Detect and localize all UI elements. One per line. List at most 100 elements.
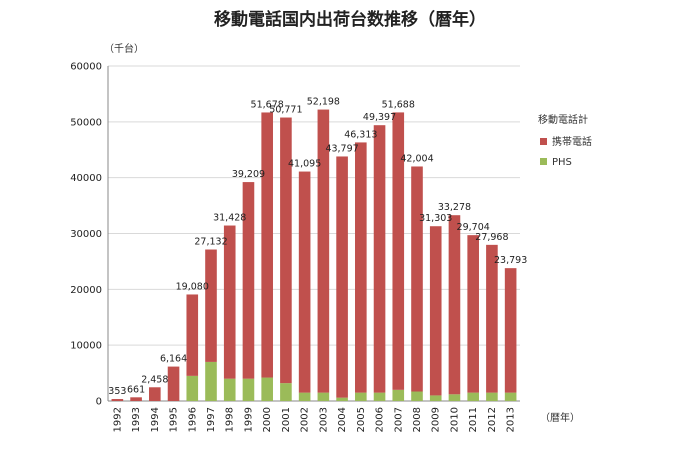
data-label-1995: 6,164 (160, 354, 187, 365)
y-tick-label: 50000 (70, 117, 102, 128)
bar-phs-1996 (186, 375, 199, 401)
x-tick-label-2012: 2012 (487, 407, 498, 432)
bar-phs-1997 (205, 361, 217, 401)
x-tick-layer: 1992 1993 1994 1995 1996 1997 1998 1999 2000 2001… (112, 407, 516, 432)
data-label-2008: 42,004 (400, 153, 433, 164)
data-label-2001: 50,771 (269, 105, 302, 116)
bar-mobile-1998 (223, 225, 236, 379)
legend-title: 移動電話計 (538, 113, 588, 126)
x-tick-label-2003: 2003 (318, 407, 329, 432)
bar-mobile-2012 (486, 244, 498, 393)
data-label-1992: 353 (108, 386, 126, 397)
y-tick-label: 0 (96, 397, 102, 408)
data-label-1996: 19,080 (176, 281, 209, 292)
data-label-2007: 51,688 (382, 99, 415, 110)
x-tick-label-2008: 2008 (412, 407, 423, 432)
x-tick-label-1994: 1994 (150, 407, 161, 432)
bar-phs-2013 (504, 392, 517, 401)
bar-phs-2001 (280, 383, 292, 401)
data-label-1999: 39,209 (232, 169, 265, 180)
y-tick-label: 60000 (70, 62, 102, 73)
bar-mobile-1992 (111, 399, 124, 401)
bar-mobile-1997 (205, 249, 217, 362)
x-tick-label-2002: 2002 (300, 407, 311, 432)
data-label-2010: 33,278 (438, 202, 471, 213)
bar-mobile-2013 (504, 268, 517, 393)
data-label-1994: 2,458 (141, 374, 168, 385)
x-tick-label-1999: 1999 (243, 407, 254, 432)
bar-mobile-2010 (448, 215, 461, 395)
bar-mobile-2003 (317, 109, 330, 393)
x-tick-label-2006: 2006 (375, 407, 386, 432)
data-label-2005: 46,313 (344, 129, 377, 140)
bar-phs-2006 (373, 392, 386, 401)
data-label-2012: 27,968 (475, 232, 508, 243)
bar-phs-1998 (223, 378, 236, 401)
bar-phs-2003 (317, 392, 330, 401)
y-tick-label: 30000 (70, 229, 102, 240)
bar-phs-2007 (392, 389, 405, 401)
x-tick-label-2000: 2000 (262, 407, 273, 432)
x-tick-label-1993: 1993 (131, 407, 142, 432)
data-label-2002: 41,095 (288, 159, 321, 170)
bar-phs-2008 (411, 391, 423, 401)
y-tick-label: 20000 (70, 285, 102, 296)
legend-label-phs: PHS (552, 157, 572, 168)
data-label-1998: 31,428 (213, 213, 246, 224)
x-tick-label-1992: 1992 (112, 407, 123, 432)
data-label-1997: 27,132 (194, 237, 227, 248)
x-tick-label-2001: 2001 (281, 407, 292, 432)
x-tick-label-2009: 2009 (431, 407, 442, 432)
bar-phs-2002 (298, 392, 311, 401)
x-tick-label-1998: 1998 (225, 407, 236, 432)
bar-mobile-2008 (411, 166, 423, 392)
bar-phs-2004 (336, 397, 348, 401)
bar-phs-1999 (242, 378, 255, 401)
bar-phs-2011 (467, 392, 479, 401)
x-tick-label-1997: 1997 (206, 407, 217, 432)
y-tick-label: 10000 (70, 341, 102, 352)
x-tick-label-2011: 2011 (468, 407, 479, 432)
data-label-2003: 52,198 (307, 97, 340, 108)
y-tick-label: 40000 (70, 173, 102, 184)
legend-swatch-phs (540, 158, 547, 165)
x-tick-label-2004: 2004 (337, 407, 348, 432)
bar-phs-2000 (261, 377, 273, 401)
bar-mobile-2000 (261, 112, 273, 378)
legend-label-mobile: 携帯電話 (552, 135, 592, 148)
y-axis-unit-label: （千台） (104, 42, 144, 55)
bar-mobile-1996 (186, 294, 199, 376)
bar-mobile-2009 (429, 226, 442, 396)
x-tick-label-2007: 2007 (393, 407, 404, 432)
data-label-2009: 31,303 (419, 213, 452, 224)
chart-title: 移動電話国内出荷台数推移（暦年） (214, 9, 486, 30)
bar-mobile-1994 (149, 387, 161, 401)
bar-mobile-2001 (280, 117, 292, 384)
bar-mobile-2007 (392, 112, 405, 390)
legend-swatch-mobile (540, 138, 547, 145)
bar-mobile-2002 (298, 171, 311, 393)
bar-mobile-2011 (467, 235, 479, 393)
data-label-2004: 43,797 (325, 143, 358, 154)
x-axis-unit-label: （暦年） (540, 411, 580, 424)
bar-mobile-2004 (336, 156, 348, 398)
x-tick-label-2010: 2010 (449, 407, 460, 432)
x-tick-label-1995: 1995 (169, 407, 180, 432)
data-label-2006: 49,397 (363, 112, 396, 123)
x-tick-label-2005: 2005 (356, 407, 367, 432)
bar-phs-2010 (448, 394, 461, 401)
bar-mobile-1999 (242, 182, 255, 379)
data-label-1993: 661 (127, 384, 145, 395)
data-label-2013: 23,793 (494, 255, 527, 266)
bar-phs-2009 (429, 395, 442, 401)
bar-layer (111, 109, 517, 401)
legend: 移動電話計 携帯電話 PHS (538, 113, 592, 168)
bar-mobile-2005 (355, 142, 367, 393)
bar-phs-2012 (486, 392, 498, 401)
x-tick-label-1996: 1996 (187, 407, 198, 432)
data-label-2011: 29,704 (457, 222, 490, 233)
bar-phs-2005 (355, 392, 367, 401)
